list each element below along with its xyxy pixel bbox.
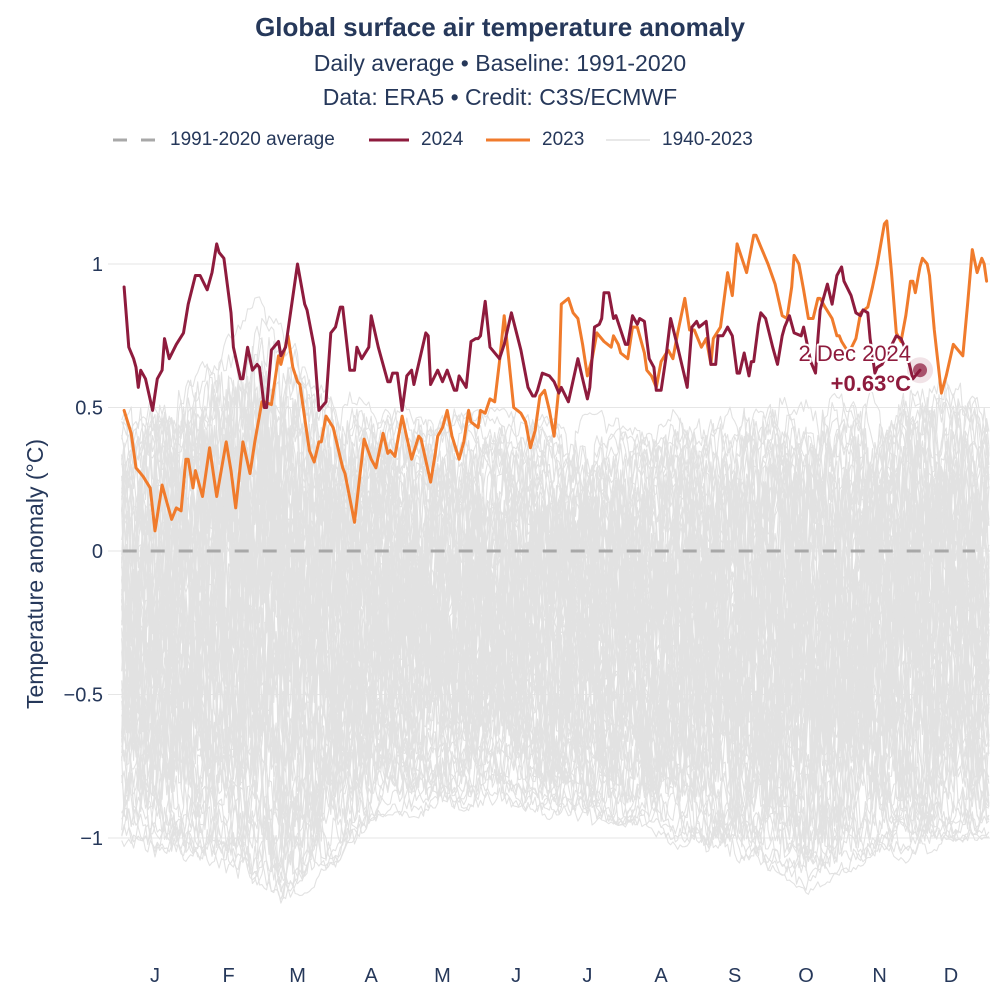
- legend-swatch-thin-line-icon: [606, 139, 650, 141]
- x-tick-label: J: [582, 965, 592, 987]
- x-tick-label: O: [798, 965, 814, 987]
- legend-label: 2024: [421, 129, 464, 150]
- series-line-1940-2023: [121, 336, 990, 733]
- series-line-1940-2023: [121, 499, 990, 878]
- y-tick-label: 1: [92, 254, 103, 276]
- legend-label: 2023: [542, 129, 585, 150]
- series-line-1940-2023: [121, 581, 990, 890]
- series-line-1940-2023: [121, 377, 990, 729]
- series-lines: [122, 219, 989, 553]
- latest-point-marker: [913, 363, 928, 378]
- axes: 1 0.5 0 −0.5 −1 J F M A M J J A S O N D Temperature anoma…: [22, 254, 958, 987]
- x-tick-label: M: [289, 965, 306, 987]
- chart-title: Global surface air temperature anomaly: [255, 12, 745, 42]
- series-line-1940-2023: [121, 613, 990, 899]
- series-line-1940-2023: [121, 472, 990, 819]
- chart-credit: Data: ERA5 • Credit: C3S/ECMWF: [322, 84, 678, 110]
- y-tick-label: 0: [92, 541, 103, 563]
- x-tick-label: A: [365, 965, 379, 987]
- x-tick-label: D: [944, 965, 958, 987]
- x-tick-label: J: [150, 965, 160, 987]
- annotation-date: 2 Dec 2024: [799, 341, 912, 366]
- x-tick-label: A: [654, 965, 668, 987]
- series-line-1940-2023: [121, 370, 990, 783]
- legend-item-2023[interactable]: 2023: [486, 127, 584, 153]
- y-tick-label: 0.5: [75, 398, 103, 420]
- chart-subtitle: Daily average • Baseline: 1991-2020: [313, 50, 687, 76]
- series-line-1940-2023: [121, 611, 990, 893]
- x-tick-label: M: [434, 965, 451, 987]
- legend-item-2024[interactable]: 2024: [369, 127, 463, 153]
- series-line-1940-2023: [121, 406, 990, 709]
- series-line-1940-2023: [121, 574, 990, 872]
- legend-label: 1991-2020 average: [170, 129, 335, 150]
- series-line-1940-2023: [121, 615, 990, 867]
- legend-swatch-line-icon: [369, 138, 409, 142]
- x-tick-label: F: [223, 965, 235, 987]
- historical-lines: [121, 296, 990, 904]
- x-tick-label: J: [511, 965, 521, 987]
- series-line-2024: [122, 242, 922, 412]
- series-line-1940-2023: [121, 680, 990, 881]
- annotation: 2 Dec 2024 +0.63°C: [797, 339, 934, 398]
- y-tick-label: −1: [80, 828, 103, 850]
- y-axis-title: Temperature anomaly (°C): [22, 439, 48, 709]
- x-tick-label: N: [872, 965, 886, 987]
- annotation-value: +0.63°C: [831, 371, 911, 396]
- legend-label: 1940-2023: [662, 129, 753, 150]
- x-tick-label: S: [728, 965, 741, 987]
- series-line-1940-2023: [121, 651, 990, 904]
- series-line-1940-2023: [121, 730, 990, 895]
- legend-item-baseline-average[interactable]: 1991-2020 average: [112, 127, 335, 153]
- legend-item-1940-2023[interactable]: 1940-2023: [606, 127, 753, 153]
- series-line-1940-2023: [121, 498, 990, 849]
- y-tick-label: −0.5: [64, 685, 103, 707]
- legend-swatch-dashed-icon: [113, 138, 157, 142]
- legend-swatch-line-icon: [486, 138, 530, 142]
